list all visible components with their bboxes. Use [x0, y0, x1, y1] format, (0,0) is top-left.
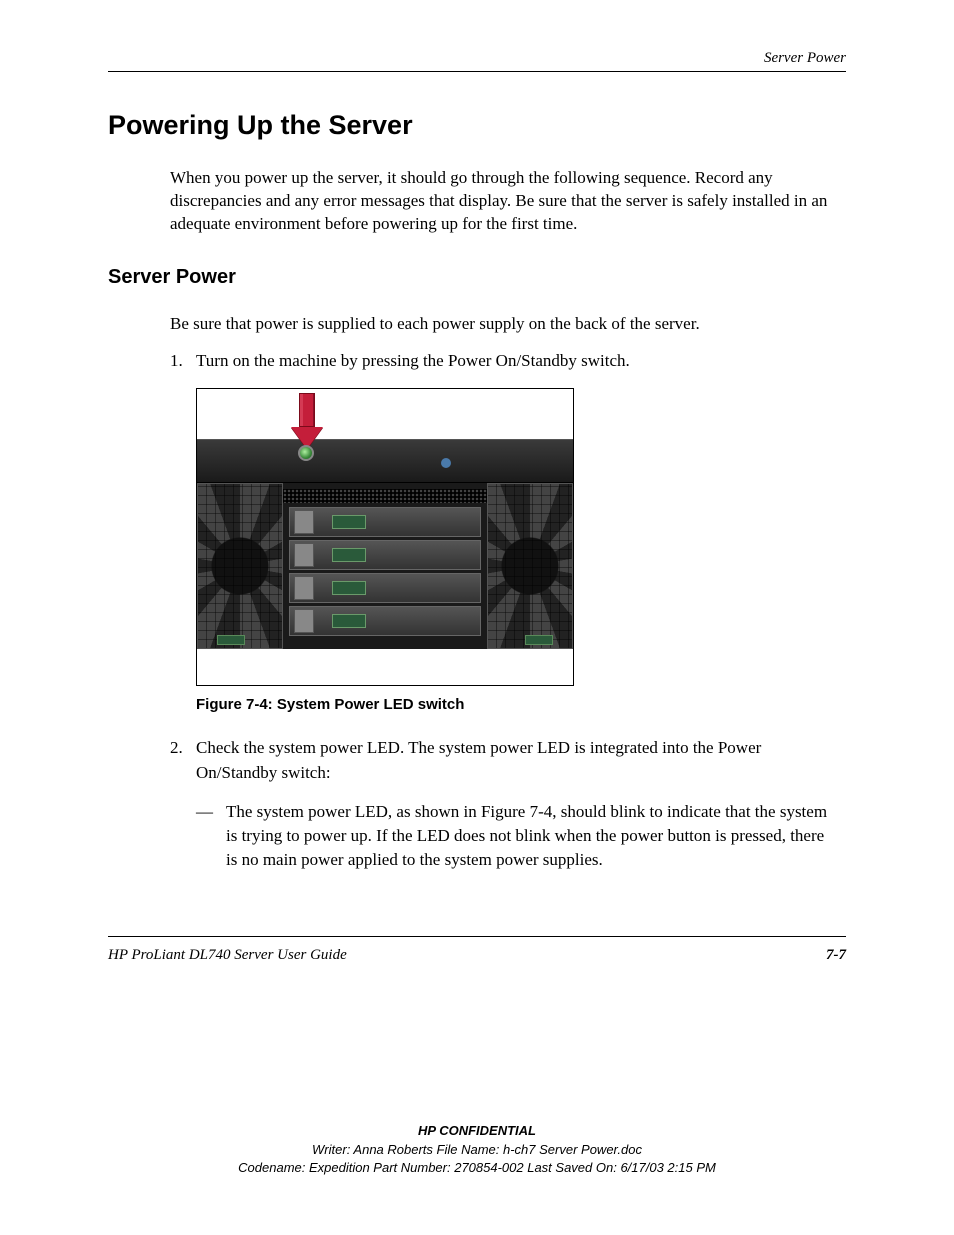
drive-slot: [289, 540, 481, 570]
codename-line: Codename: Expedition Part Number: 270854…: [0, 1159, 954, 1177]
figure-7-4: Figure 7-4: System Power LED switch: [196, 388, 838, 713]
drive-slot: [289, 507, 481, 537]
intro-paragraph: When you power up the server, it should …: [170, 167, 838, 236]
section-paragraph: Be sure that power is supplied to each p…: [170, 311, 838, 337]
power-button-led: [298, 445, 314, 461]
sub-bullet: — The system power LED, as shown in Figu…: [196, 800, 838, 872]
step-1: 1. Turn on the machine by pressing the P…: [170, 348, 838, 374]
confidential-label: HP CONFIDENTIAL: [0, 1122, 954, 1140]
writer-line: Writer: Anna Roberts File Name: h-ch7 Se…: [0, 1141, 954, 1159]
footer-page-number: 7-7: [826, 947, 846, 964]
heading-1: Powering Up the Server: [108, 110, 846, 141]
step-1-text: Turn on the machine by pressing the Powe…: [196, 348, 838, 374]
drive-slot: [289, 606, 481, 636]
pointer-arrow-icon: [291, 393, 323, 451]
step-1-number: 1.: [170, 348, 196, 374]
footer-guide-name: HP ProLiant DL740 Server User Guide: [108, 947, 347, 964]
step-2-text: Check the system power LED. The system p…: [196, 735, 838, 786]
server-image: [196, 388, 574, 686]
running-head: Server Power: [108, 50, 846, 72]
fan-right: [487, 483, 573, 649]
step-2: 2. Check the system power LED. The syste…: [170, 735, 838, 786]
figure-caption: Figure 7-4: System Power LED switch: [196, 696, 838, 713]
page-footer: HP ProLiant DL740 Server User Guide 7-7: [108, 936, 846, 964]
drive-bay: [283, 483, 487, 649]
indicator-dot: [441, 458, 451, 468]
dash-bullet: —: [196, 800, 226, 872]
confidential-footer: HP CONFIDENTIAL Writer: Anna Roberts Fil…: [0, 1122, 954, 1177]
fan-left: [197, 483, 283, 649]
heading-2: Server Power: [108, 266, 846, 289]
drive-slot: [289, 573, 481, 603]
sub-bullet-text: The system power LED, as shown in Figure…: [226, 800, 838, 872]
step-2-number: 2.: [170, 735, 196, 786]
